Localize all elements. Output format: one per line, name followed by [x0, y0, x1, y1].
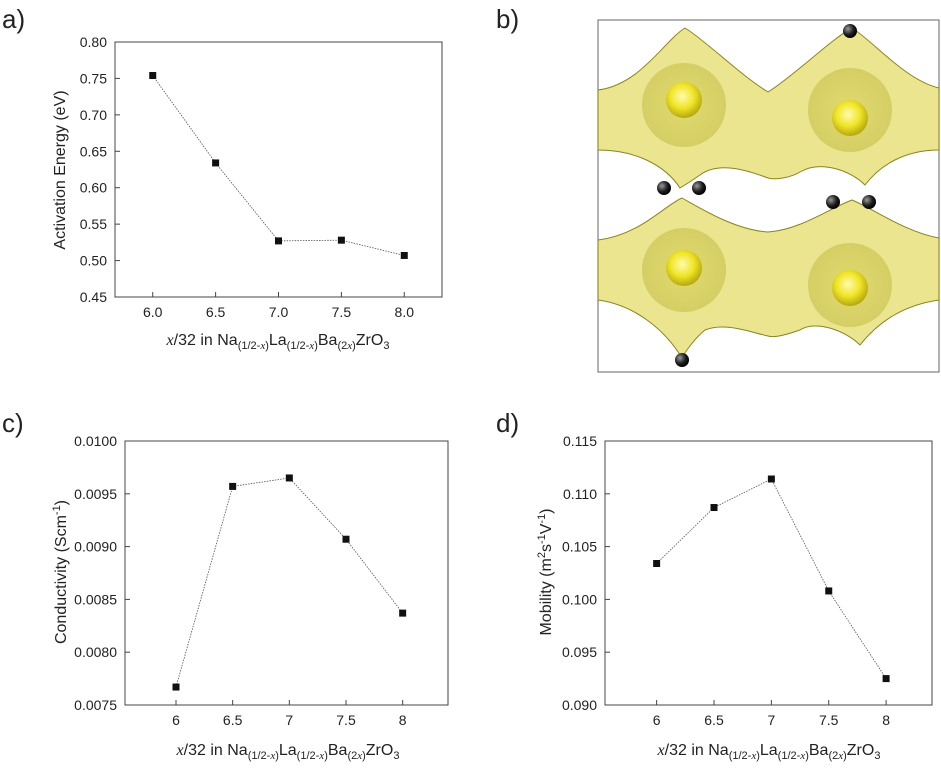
ylabel-c: Conductivity (Scm-1): [51, 500, 70, 644]
series-line: [175, 477, 403, 688]
y-tick-label: 0.60: [80, 180, 107, 196]
plot-frame-d: [604, 440, 933, 706]
panel-label-c: c): [2, 408, 24, 438]
series-line: [656, 478, 887, 679]
data-point: [149, 72, 157, 80]
ylabel-d: Mobility (m2s-1V-1): [536, 508, 555, 635]
data-point: [172, 683, 180, 691]
isosurface-image: [597, 19, 940, 373]
panel-label-b: b): [496, 4, 519, 34]
xlabel-a: x/32 in Na(1/2-x)La(1/2-x)Ba(2x)ZrO3: [166, 332, 390, 352]
data-point: [400, 251, 408, 259]
atom-1: [843, 24, 857, 38]
panel-label-d: d): [496, 408, 519, 438]
xlabel-d: x/32 in Na(1/2-x)La(1/2-x)Ba(2x)ZrO3: [657, 742, 881, 762]
x-tick-label: 7.5: [336, 712, 356, 728]
y-tick-label: 0.75: [80, 70, 107, 86]
y-tick-label: 0.110: [563, 486, 597, 502]
series-line: [152, 75, 405, 256]
y-tick-label: 0.55: [80, 216, 107, 232]
data-point: [212, 159, 220, 167]
plot-frame-a: [114, 41, 443, 298]
y-tick-label: 0.0075: [74, 697, 117, 713]
y-tick-label: 0.80: [80, 34, 107, 50]
x-tick-label: 6.5: [206, 304, 226, 320]
chart-mobility: 6 6.5 7 7.5 80.0900.0950.1000.1050.1100.115 …: [536, 433, 933, 762]
panel-label-a: a): [2, 4, 25, 34]
x-tick-label: 8: [399, 712, 407, 728]
y-tick-label: 0.0090: [74, 539, 117, 555]
y-tick-label: 0.50: [80, 253, 107, 269]
chart-conductivity: 6 6.5 7 7.5 8 0.0075 0.0080 0.0085 0.0090 0.0095 0…: [51, 433, 449, 762]
y-tick-label: 0.095: [562, 644, 597, 660]
y-tick-label: 0.115: [563, 433, 597, 449]
x-tick-label: 7: [767, 712, 775, 728]
y-tick-label: 0.65: [80, 143, 107, 159]
y-tick-label: 0.0085: [74, 591, 117, 607]
y-tick-label: 0.70: [80, 107, 107, 123]
xlabel-c: x/32 in Na(1/2-x)La(1/2-x)Ba(2x)ZrO3: [176, 742, 400, 762]
ylabel-a: Activation Energy (eV): [52, 90, 69, 249]
data-point: [275, 237, 282, 245]
atom-2: [657, 181, 671, 195]
y-tick-label: 0.0100: [74, 433, 117, 449]
x-tick-label: 6: [653, 712, 661, 728]
pore-4: [832, 270, 868, 306]
y-tick-label: 0.0080: [74, 644, 117, 660]
data-point: [337, 236, 345, 244]
x-tick-label: 7.5: [819, 712, 839, 728]
atom-4: [826, 195, 840, 209]
y-tick-label: 0.0095: [74, 486, 117, 502]
y-tick-label: 0.45: [80, 289, 107, 305]
data-point: [767, 475, 775, 483]
x-tick-label: 8.0: [395, 304, 415, 320]
y-tick-label: 0.090: [562, 697, 597, 713]
data-point: [285, 474, 293, 482]
atom-5: [862, 195, 876, 209]
x-tick-label: 6.5: [704, 712, 724, 728]
x-tick-label: 7: [285, 712, 293, 728]
atom-6: [675, 353, 689, 367]
x-tick-label: 6.0: [143, 304, 163, 320]
y-tick-label: 0.105: [562, 539, 597, 555]
chart-activation-energy: 6.0 6.5 7.0 7.5 8.0 0.45 0.50 0.55 0.60 0.65 0.70 0…: [52, 34, 443, 352]
data-point: [882, 675, 890, 683]
data-point: [825, 587, 833, 595]
data-point: [710, 504, 718, 512]
pore-1: [666, 82, 702, 118]
data-point: [229, 482, 237, 490]
x-tick-label: 7.0: [269, 304, 289, 320]
data-point: [399, 609, 407, 617]
data-point: [653, 559, 661, 567]
x-tick-label: 8: [882, 712, 890, 728]
x-tick-label: 6: [172, 712, 180, 728]
pore-3: [666, 250, 702, 286]
x-tick-label: 6.5: [223, 712, 243, 728]
data-point: [342, 535, 350, 543]
x-tick-label: 7.5: [332, 304, 352, 320]
atom-3: [692, 181, 706, 195]
pore-2: [832, 100, 868, 136]
plot-frame-c: [124, 440, 449, 706]
y-tick-label: 0.100: [562, 591, 597, 607]
